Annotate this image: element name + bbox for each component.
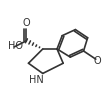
Text: HO: HO: [8, 41, 23, 51]
Text: O: O: [94, 56, 101, 66]
Text: HN: HN: [29, 75, 44, 85]
Text: O: O: [22, 18, 30, 28]
